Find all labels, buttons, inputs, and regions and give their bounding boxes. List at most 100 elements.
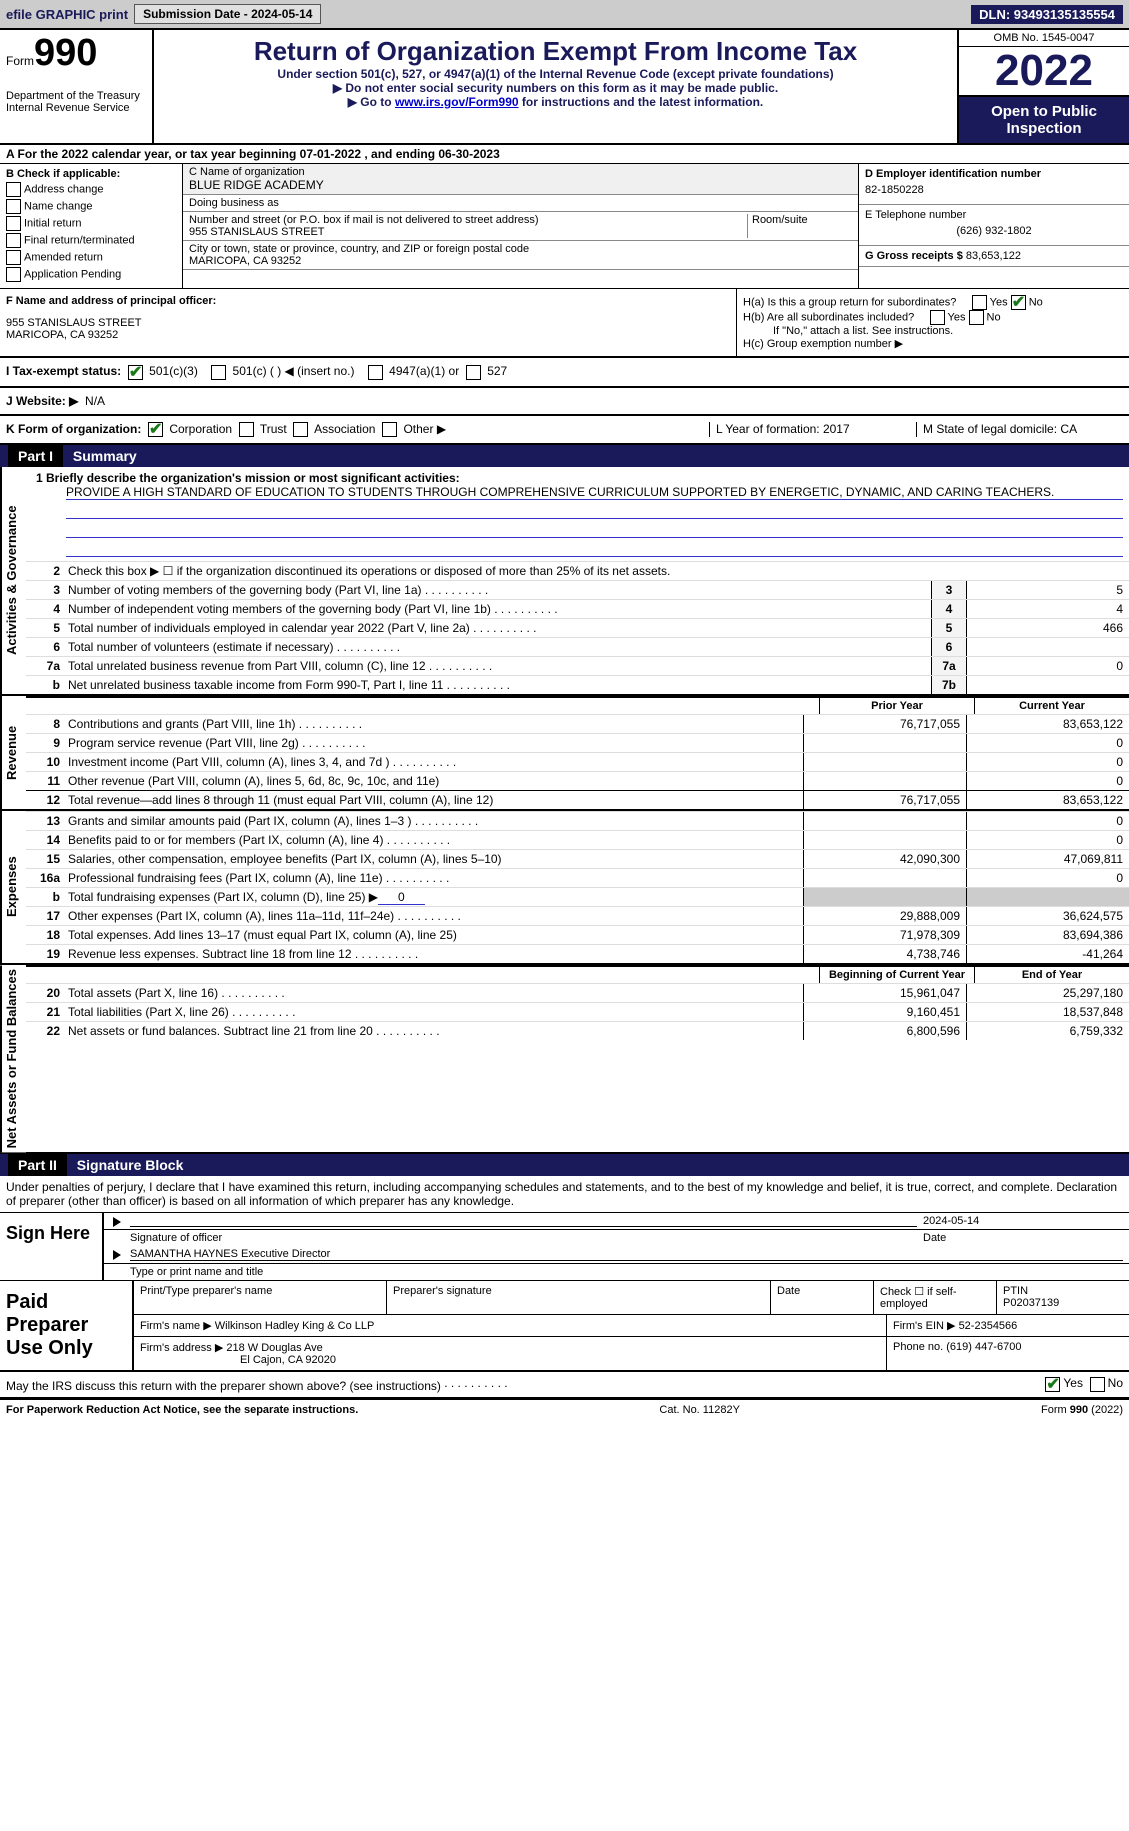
line-7a: 7aTotal unrelated business revenue from …	[26, 656, 1129, 675]
sign-here-row: Sign Here 2024-05-14 Signature of office…	[0, 1213, 1129, 1281]
te-4947: 4947(a)(1) or	[389, 364, 459, 378]
netassets-block: Net Assets or Fund Balances Beginning of…	[0, 965, 1129, 1154]
cb-527[interactable]	[466, 365, 481, 380]
cb-final-label: Final return/terminated	[24, 235, 135, 247]
cb-trust[interactable]	[239, 422, 254, 437]
l18-prior: 71,978,309	[803, 926, 966, 944]
open-inspection: Open to Public Inspection	[959, 97, 1129, 143]
footer-cat: Cat. No. 11282Y	[659, 1404, 740, 1416]
hb-no[interactable]	[969, 310, 984, 325]
l18-current: 83,694,386	[966, 926, 1129, 944]
irs-link[interactable]: www.irs.gov/Form990	[395, 95, 519, 109]
te-527: 527	[487, 364, 507, 378]
cb-amended-label: Amended return	[24, 252, 103, 264]
line-10: 10Investment income (Part VIII, column (…	[26, 752, 1129, 771]
cb-amended[interactable]: Amended return	[6, 250, 176, 265]
cb-address-label: Address change	[24, 184, 104, 196]
l13-prior	[803, 812, 966, 830]
submission-date-button[interactable]: Submission Date - 2024-05-14	[134, 4, 321, 24]
officer-addr2: MARICOPA, CA 93252	[6, 329, 730, 341]
dln-label: DLN: 93493135135554	[971, 5, 1123, 24]
cb-pending[interactable]: Application Pending	[6, 267, 176, 282]
line-22: 22Net assets or fund balances. Subtract …	[26, 1021, 1129, 1040]
footer-form: Form 990 (2022)	[1041, 1404, 1123, 1416]
discuss-row: May the IRS discuss this return with the…	[0, 1372, 1129, 1399]
cb-4947[interactable]	[368, 365, 383, 380]
line7a-value: 0	[966, 657, 1129, 675]
line-5: 5Total number of individuals employed in…	[26, 618, 1129, 637]
ein-label: D Employer identification number	[865, 168, 1123, 180]
cb-501c[interactable]	[211, 365, 226, 380]
discuss-no[interactable]	[1090, 1377, 1105, 1392]
line4-value: 4	[966, 600, 1129, 618]
period-row: A For the 2022 calendar year, or tax yea…	[0, 145, 1129, 164]
l14-prior	[803, 831, 966, 849]
form-title: Return of Organization Exempt From Incom…	[160, 36, 951, 67]
korg-corp: Corporation	[169, 422, 232, 436]
line-16a: 16aProfessional fundraising fees (Part I…	[26, 868, 1129, 887]
cb-corp[interactable]	[148, 422, 163, 437]
l10-prior	[803, 753, 966, 771]
firm-name: Wilkinson Hadley King & Co LLP	[215, 1320, 375, 1332]
ha-yes[interactable]	[972, 295, 987, 310]
part2-label: Part II	[8, 1154, 67, 1176]
org-name-block: C Name of organization BLUE RIDGE ACADEM…	[183, 164, 858, 195]
prep-date-label: Date	[771, 1281, 874, 1314]
sig-date-label: Date	[923, 1232, 1123, 1244]
vtab-activities: Activities & Governance	[0, 467, 26, 694]
cb-assoc[interactable]	[293, 422, 308, 437]
line-16b: bTotal fundraising expenses (Part IX, co…	[26, 887, 1129, 906]
l9-prior	[803, 734, 966, 752]
ha-label: H(a) Is this a group return for subordin…	[743, 297, 956, 309]
l16b-desc: Total fundraising expenses (Part IX, col…	[68, 890, 378, 904]
org-name: BLUE RIDGE ACADEMY	[189, 178, 852, 192]
cb-name[interactable]: Name change	[6, 199, 176, 214]
part2-header: Part II Signature Block	[0, 1154, 1129, 1176]
cb-pending-label: Application Pending	[24, 269, 121, 281]
part1-title: Summary	[73, 448, 137, 464]
te-cins: 501(c) ( ) ◀ (insert no.)	[233, 364, 355, 378]
hb-label: H(b) Are all subordinates included?	[743, 312, 914, 324]
cb-address[interactable]: Address change	[6, 182, 176, 197]
gross-label: G Gross receipts $	[865, 250, 963, 262]
addr-block: Number and street (or P.O. box if mail i…	[183, 212, 858, 241]
tax-year: 2022	[959, 47, 1129, 97]
line-14: 14Benefits paid to or for members (Part …	[26, 830, 1129, 849]
ha-line: H(a) Is this a group return for subordin…	[743, 295, 1123, 310]
website-label: J Website: ▶	[6, 394, 78, 408]
l11-prior	[803, 772, 966, 790]
l13-current: 0	[966, 812, 1129, 830]
l8-prior: 76,717,055	[803, 715, 966, 733]
gross-block: G Gross receipts $ 83,653,122	[859, 246, 1129, 267]
form-sub1: Under section 501(c), 527, or 4947(a)(1)…	[160, 67, 951, 81]
cb-initial[interactable]: Initial return	[6, 216, 176, 231]
officer-label: F Name and address of principal officer:	[6, 295, 730, 307]
discuss-yes[interactable]	[1045, 1377, 1060, 1392]
signer-name: SAMANTHA HAYNES Executive Director	[130, 1248, 1123, 1261]
cb-501c3[interactable]	[128, 365, 143, 380]
city-value: MARICOPA, CA 93252	[189, 255, 852, 267]
line7b-value	[966, 676, 1129, 694]
hb-yes[interactable]	[930, 310, 945, 325]
line5-value: 466	[966, 619, 1129, 637]
gross-value: 83,653,122	[966, 250, 1021, 262]
city-block: City or town, state or province, country…	[183, 241, 858, 270]
line-12: 12Total revenue—add lines 8 through 11 (…	[26, 790, 1129, 809]
org-name-label: C Name of organization	[189, 166, 852, 178]
irs-label: Internal Revenue Service	[6, 102, 146, 114]
sig-officer-label: Signature of officer	[130, 1232, 923, 1244]
firm-addr2: El Cajon, CA 92020	[140, 1354, 336, 1366]
l16a-prior	[803, 869, 966, 887]
efile-label: efile GRAPHIC print	[6, 7, 128, 22]
form-sub2: ▶ Do not enter social security numbers o…	[160, 81, 951, 95]
state-domicile: M State of legal domicile: CA	[916, 422, 1123, 437]
line-19: 19Revenue less expenses. Subtract line 1…	[26, 944, 1129, 963]
city-label: City or town, state or province, country…	[189, 243, 852, 255]
l15-current: 47,069,811	[966, 850, 1129, 868]
expenses-block: Expenses 13Grants and similar amounts pa…	[0, 811, 1129, 965]
cb-final[interactable]: Final return/terminated	[6, 233, 176, 248]
hdr-current: Current Year	[974, 698, 1129, 714]
l17-current: 36,624,575	[966, 907, 1129, 925]
ha-no[interactable]	[1011, 295, 1026, 310]
cb-other[interactable]	[382, 422, 397, 437]
